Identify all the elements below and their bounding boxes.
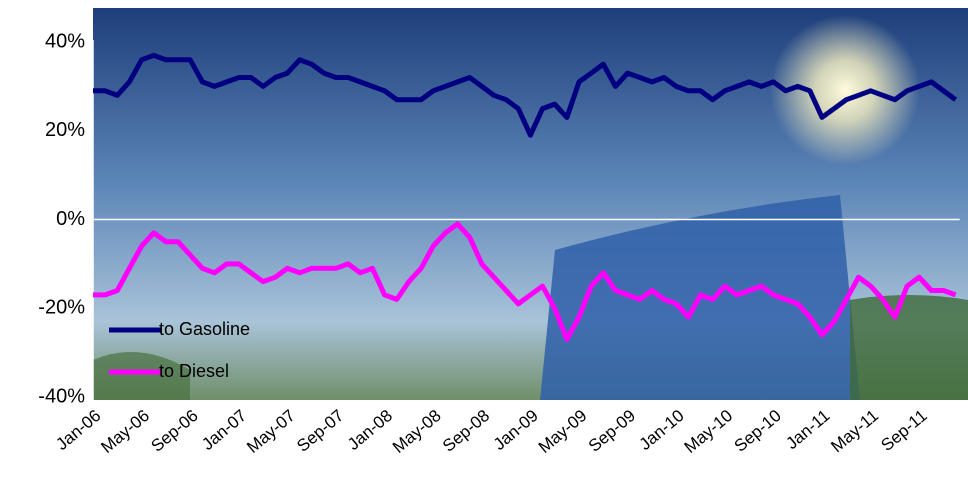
- y-tick-label: 20%: [45, 119, 85, 141]
- trees: [93, 352, 190, 400]
- sun: [770, 15, 920, 165]
- y-tick-label: 0%: [56, 208, 85, 230]
- series-line: [93, 221, 957, 342]
- x-tick-label: May-09: [535, 406, 591, 457]
- x-tick-label: Sep-10: [731, 406, 785, 456]
- x-tick-label: Jan-06: [52, 406, 104, 454]
- y-tick-label: -40%: [38, 385, 85, 407]
- x-tick-label: Sep-06: [147, 406, 201, 456]
- legend-label: to Gasoline: [159, 319, 250, 339]
- x-tick-label: Jan-08: [344, 406, 396, 454]
- x-tick-label: May-11: [827, 406, 882, 456]
- y-tick-label: 40%: [45, 30, 85, 52]
- y-tick-label: -20%: [38, 297, 85, 319]
- x-tick-label: Jan-11: [782, 406, 833, 453]
- x-tick-label: May-06: [97, 406, 153, 457]
- legend-label: to Diesel: [159, 361, 229, 381]
- trees: [850, 295, 968, 400]
- x-tick-label: May-07: [243, 406, 299, 457]
- x-tick-label: Sep-08: [439, 406, 493, 456]
- x-tick-label: Jan-09: [490, 406, 542, 454]
- x-tick-label: Jan-10: [636, 406, 688, 454]
- x-tick-label: Sep-11: [877, 406, 930, 455]
- series-line: [93, 52, 958, 138]
- x-tick-label: Jan-07: [198, 406, 250, 454]
- x-tick-label: May-10: [681, 406, 737, 457]
- x-tick-label: Sep-07: [293, 406, 347, 456]
- x-tick-label: Sep-09: [585, 406, 639, 456]
- x-tick-label: May-08: [389, 406, 445, 457]
